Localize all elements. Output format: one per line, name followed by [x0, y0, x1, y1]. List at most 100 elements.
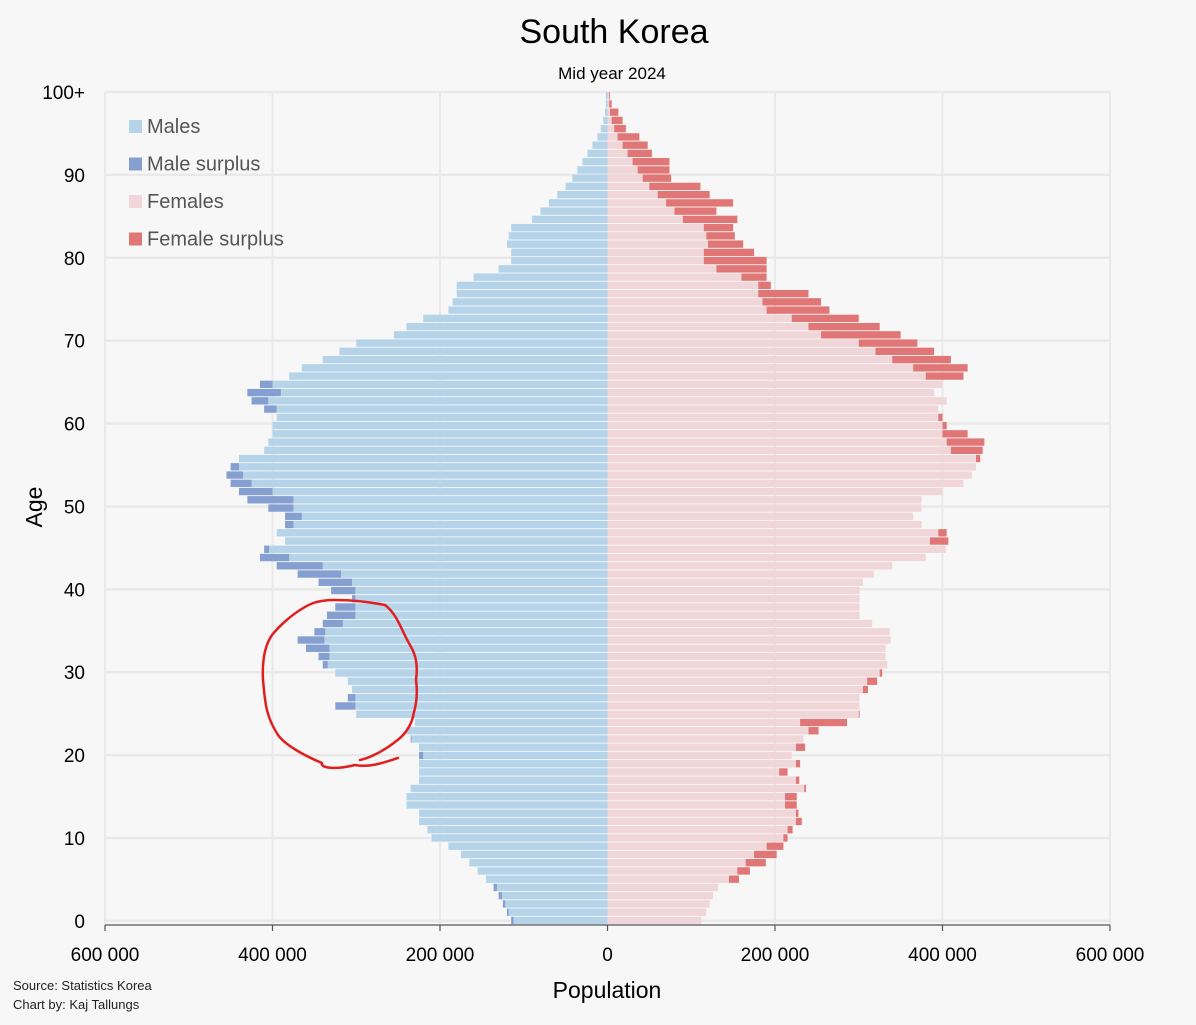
male-bar-age-92 [582, 157, 608, 166]
male-bar-age-50 [293, 504, 608, 512]
female-bar-age-74 [607, 306, 767, 314]
male-surplus-bar-age-20 [419, 751, 424, 760]
female-bar-age-86 [607, 207, 675, 215]
male-bar-age-42 [341, 570, 608, 578]
female-surplus-bar-age-75 [762, 298, 822, 306]
female-surplus-bar-age-46 [929, 537, 949, 545]
male-bar-age-22 [411, 735, 608, 743]
female-bar-age-37 [607, 611, 860, 619]
female-surplus-bar-age-72 [808, 322, 880, 331]
female-bar-age-78 [607, 273, 742, 281]
female-surplus-bar-age-88 [657, 190, 710, 199]
male-bar-age-67 [301, 364, 608, 372]
male-surplus-bar-age-32 [318, 652, 330, 661]
female-bar-age-59 [607, 430, 943, 438]
male-bar-age-5 [486, 875, 608, 883]
male-bar-age-75 [452, 298, 608, 306]
male-surplus-bar-age-36 [322, 619, 343, 628]
female-surplus-bar-age-19 [795, 760, 801, 768]
male-bar-age-7 [469, 859, 608, 867]
female-surplus-bar-age-59 [942, 430, 968, 438]
female-bar-age-24 [607, 718, 801, 727]
female-surplus-bar-age-100 [609, 92, 611, 100]
female-surplus-bar-age-56 [976, 454, 981, 463]
male-surplus-bar-age-49 [285, 512, 302, 520]
female-surplus-bar-age-11 [787, 826, 793, 834]
male-bar-age-99 [605, 100, 608, 108]
female-bar-age-67 [607, 364, 914, 372]
female-bar-age-89 [607, 182, 650, 191]
female-bar-age-79 [607, 265, 717, 273]
female-bar-age-66 [607, 372, 926, 380]
male-bar-age-55 [239, 463, 608, 471]
male-bar-age-12 [419, 817, 608, 826]
male-bar-age-14 [406, 801, 608, 809]
female-bar-age-81 [607, 248, 704, 257]
male-bar-age-10 [431, 834, 608, 842]
female-surplus-bar-age-18 [779, 768, 788, 776]
female-bar-age-4 [607, 883, 719, 892]
male-bar-age-83 [508, 232, 608, 240]
female-bar-age-73 [607, 314, 792, 323]
male-bar-age-13 [419, 809, 608, 817]
male-surplus-bar-age-37 [326, 611, 356, 619]
male-surplus-bar-age-50 [268, 504, 294, 512]
female-surplus-bar-age-84 [703, 223, 734, 232]
male-bar-age-64 [280, 388, 608, 397]
female-surplus-bar-age-97 [611, 116, 623, 125]
male-bar-age-54 [243, 471, 608, 479]
male-surplus-bar-age-41 [318, 578, 353, 586]
female-surplus-bar-age-14 [785, 801, 797, 809]
female-surplus-bar-age-24 [800, 718, 848, 727]
female-bar-age-99 [607, 100, 610, 108]
male-bar-age-79 [498, 265, 608, 273]
male-bar-age-72 [406, 322, 608, 331]
male-surplus-bar-age-45 [264, 545, 270, 553]
female-bar-age-26 [607, 702, 860, 710]
male-bar-age-0 [513, 916, 608, 925]
male-bar-age-66 [289, 372, 608, 380]
female-bar-age-47 [607, 529, 939, 537]
male-surplus-bar-age-34 [297, 636, 325, 644]
male-surplus-bar-age-55 [230, 463, 239, 471]
legend-label-1: Male surplus [147, 154, 260, 176]
male-bar-age-29 [347, 677, 608, 685]
female-surplus-bar-age-28 [862, 685, 868, 694]
male-surplus-bar-age-38 [335, 603, 356, 611]
male-bar-age-96 [600, 124, 608, 133]
female-bar-age-34 [607, 636, 891, 644]
x-tick-label: 600 000 [1076, 945, 1145, 966]
female-bar-age-70 [607, 339, 859, 347]
male-bar-age-93 [587, 149, 608, 158]
y-tick-label: 60 [64, 415, 85, 436]
male-bar-age-65 [272, 380, 608, 389]
female-surplus-bar-age-92 [632, 157, 670, 166]
male-bar-age-24 [414, 718, 608, 727]
male-bar-age-76 [456, 289, 608, 298]
male-bar-age-18 [419, 768, 608, 776]
male-surplus-bar-age-27 [347, 694, 356, 702]
author-credit: Chart by: Kaj Tallungs [13, 997, 140, 1012]
male-surplus-bar-age-48 [285, 520, 294, 529]
female-surplus-bar-age-70 [858, 339, 918, 347]
legend: Males Male surplus Females Female surplus [129, 116, 284, 251]
female-surplus-bar-age-30 [879, 669, 883, 677]
female-surplus-bar-age-99 [609, 100, 612, 108]
male-surplus-bar-age-43 [276, 562, 323, 570]
legend-label-3: Female surplus [147, 229, 284, 251]
female-bar-age-11 [607, 826, 788, 834]
female-bar-age-10 [607, 834, 784, 842]
x-tick-label: 400 000 [908, 945, 977, 966]
male-bar-age-39 [355, 595, 608, 603]
y-tick-label: 90 [64, 166, 85, 187]
female-surplus-bar-age-8 [754, 850, 777, 859]
female-surplus-bar-age-83 [706, 232, 735, 240]
female-surplus-bar-age-79 [716, 265, 767, 273]
y-tick-label: 0 [74, 912, 85, 933]
female-surplus-bar-age-93 [627, 149, 652, 158]
female-surplus-bar-age-7 [745, 859, 766, 867]
female-bar-age-46 [607, 537, 930, 545]
male-bar-age-57 [264, 446, 608, 454]
female-bar-age-29 [607, 677, 868, 685]
legend-swatch-2 [129, 195, 142, 208]
